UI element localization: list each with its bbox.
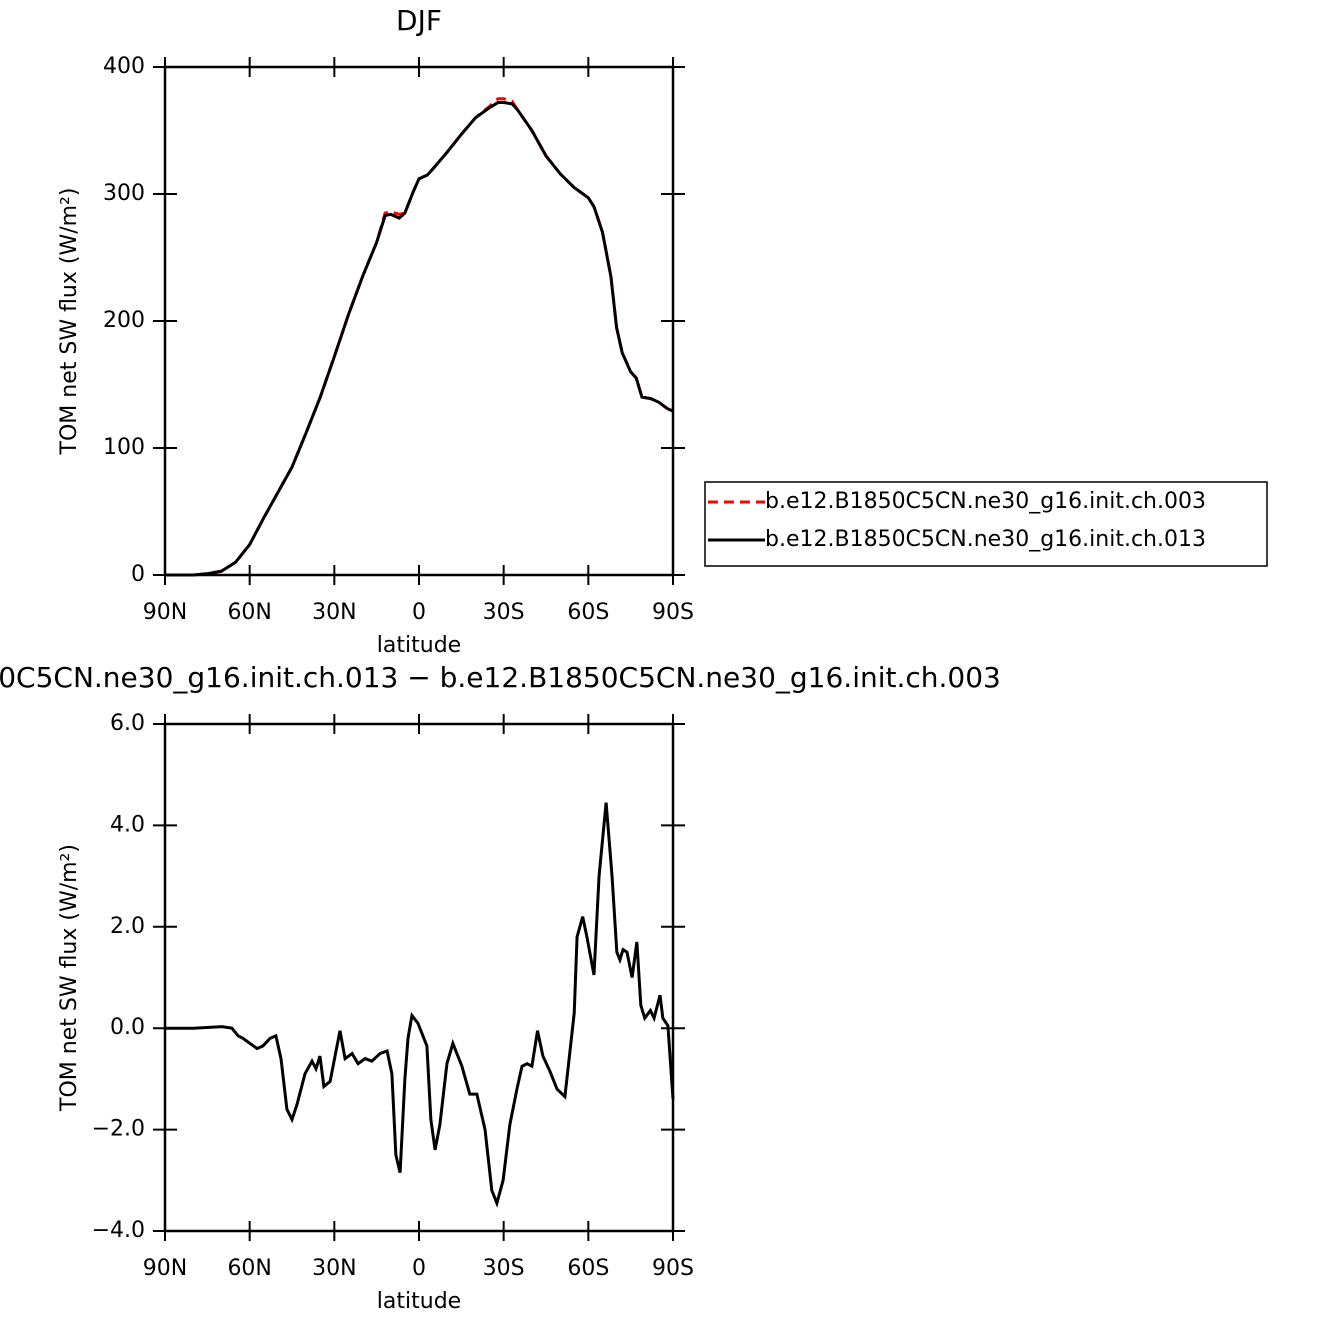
data-line — [165, 101, 674, 577]
data-line — [165, 802, 675, 1208]
chart-title: b.e12.B1850C5CN.ne30_g16.init.ch.013 − b… — [0, 661, 1001, 694]
x-tick-label: 30S — [483, 600, 525, 625]
y-tick-label: 2.0 — [110, 914, 145, 939]
x-axis-label: latitude — [377, 1289, 461, 1314]
x-tick-label: 0 — [412, 600, 426, 625]
legend-box — [704, 481, 1268, 567]
x-tick-label: 60N — [227, 600, 271, 625]
x-tick-label: 90S — [652, 1256, 694, 1281]
x-axis-label: latitude — [377, 633, 461, 658]
data-line — [165, 97, 674, 577]
y-tick-label: 6.0 — [110, 711, 145, 736]
x-tick-label: 60N — [227, 1256, 271, 1281]
y-axis-label: TOM net SW flux (W/m²) — [57, 844, 82, 1112]
plot-frame — [163, 722, 675, 1233]
x-tick-label: 90S — [652, 600, 694, 625]
legend-label: b.e12.B1850C5CN.ne30_g16.init.ch.013 — [765, 527, 1206, 552]
x-tick-label: 30N — [312, 1256, 356, 1281]
legend-label: b.e12.B1850C5CN.ne30_g16.init.ch.003 — [765, 489, 1206, 514]
y-tick-label: 200 — [103, 308, 145, 333]
y-tick-label: 0.0 — [110, 1015, 145, 1040]
y-tick-label: 400 — [103, 54, 145, 79]
y-tick-label: 0 — [131, 562, 145, 587]
x-tick-label: 30S — [483, 1256, 525, 1281]
y-tick-label: −2.0 — [92, 1117, 145, 1142]
y-tick-label: 4.0 — [110, 812, 145, 837]
y-tick-label: 300 — [103, 181, 145, 206]
x-tick-label: 60S — [567, 600, 609, 625]
y-axis-label: TOM net SW flux (W/m²) — [57, 188, 82, 456]
x-tick-label: 90N — [143, 600, 187, 625]
y-tick-label: −4.0 — [92, 1218, 145, 1243]
x-tick-label: 30N — [312, 600, 356, 625]
x-tick-label: 90N — [143, 1256, 187, 1281]
y-tick-label: 100 — [103, 435, 145, 460]
x-tick-label: 0 — [412, 1256, 426, 1281]
plot-frame — [163, 65, 675, 577]
x-tick-label: 60S — [567, 1256, 609, 1281]
chart-title: DJF — [396, 4, 442, 37]
